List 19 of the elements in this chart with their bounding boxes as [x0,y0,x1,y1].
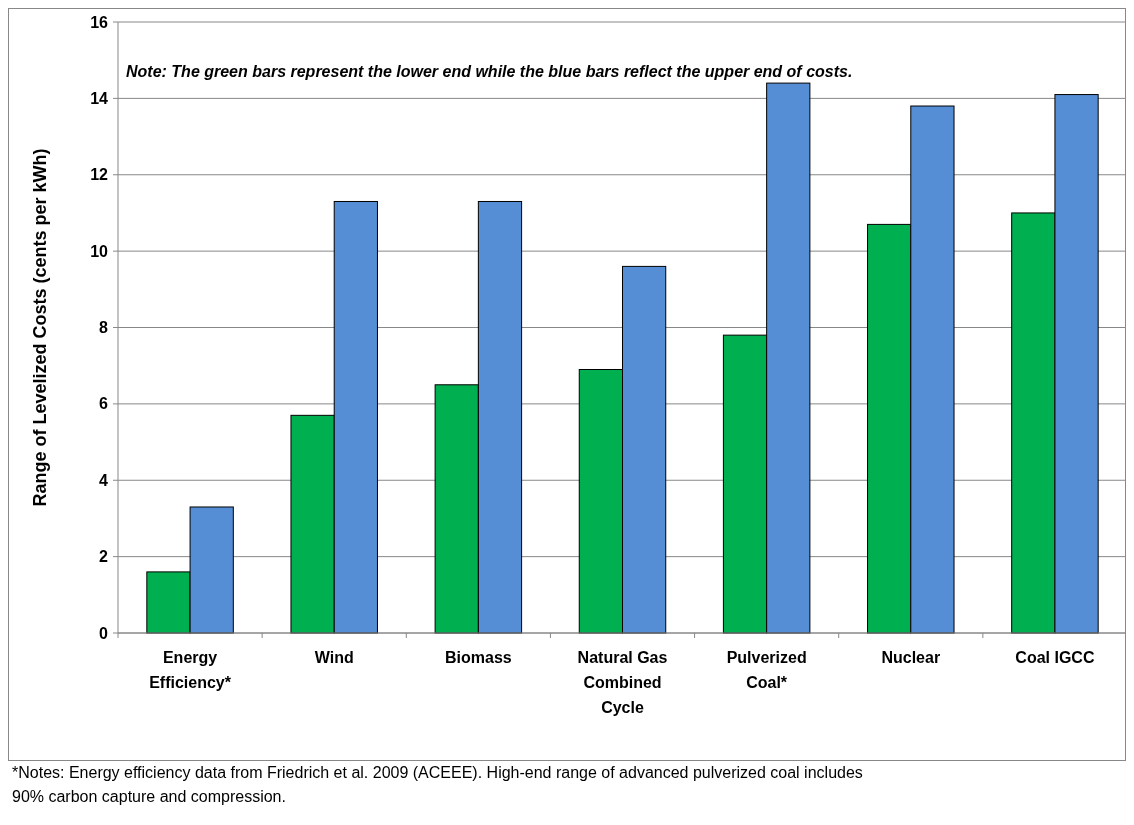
y-tick-label: 12 [90,166,109,184]
y-tick-label: 0 [99,624,109,642]
x-tick-label: Nuclear [881,649,941,666]
y-tick-label: 4 [99,471,109,489]
annotation: Note: The green bars represent the lower end while the blue bars reflect the upper end of costs. [126,63,853,80]
x-tick-label: Wind [314,649,354,666]
x-tick-label: Energy Efficiency* [149,649,232,691]
y-tick-label: 8 [99,319,109,337]
x-tick-label: Biomass [445,649,512,666]
y-tick-label: 10 [90,242,109,260]
x-tick-label: Natural Gas Combined Cycle [577,649,668,716]
y-tick-label: 2 [99,548,109,566]
x-tick-label: Coal IGCC [1015,649,1095,666]
text: *Notes: Energy efficiency data from Friedrich et al. 2009 (ACEEE). High-end range of advanced pulverized coal includes 90% carbon capture and compression. [12,764,863,805]
y-tick-label: 16 [90,13,109,31]
y-axis-title: Range of Levelized Costs (cents per kWh) [30,148,50,507]
y-tick-label: 14 [90,89,109,107]
x-tick-label: Pulverized Coal* [726,649,807,691]
y-tick-label: 6 [99,395,109,413]
